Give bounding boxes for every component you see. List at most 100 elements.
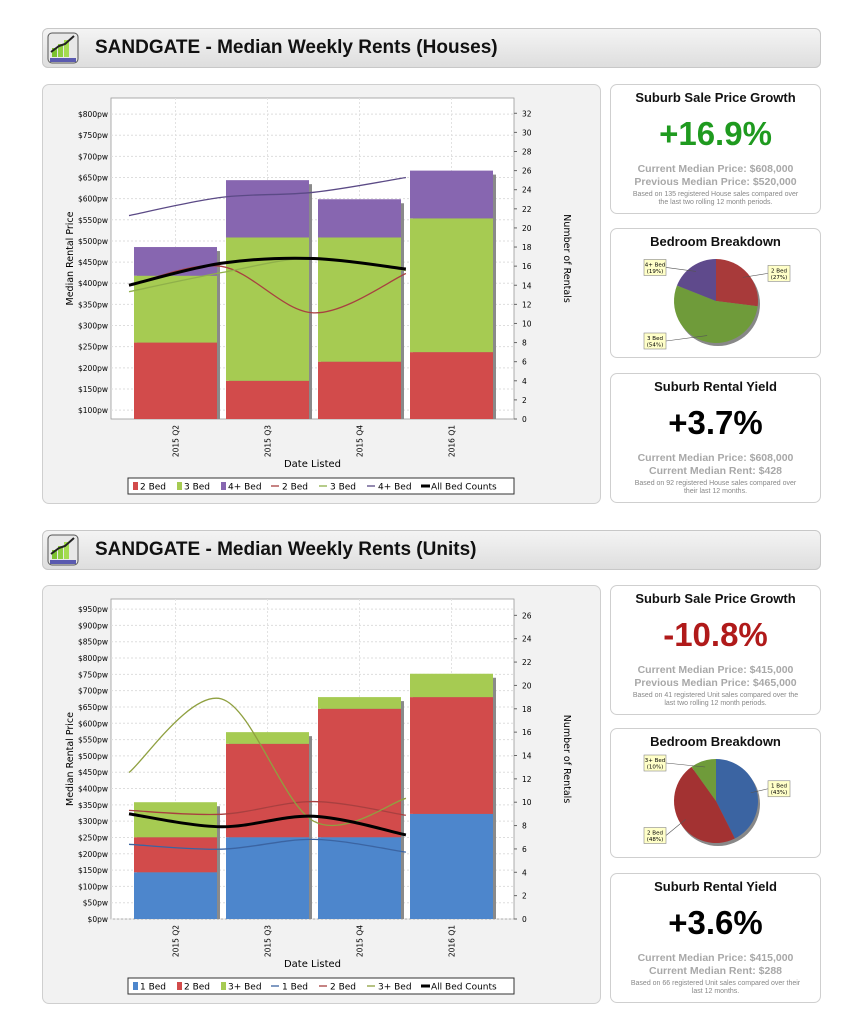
left-tick-label: $250pw <box>78 343 108 352</box>
x-tick-label: 2015 Q3 <box>264 925 273 957</box>
right-tick-label: 20 <box>522 681 532 690</box>
y-axis-title: Median Rental Price <box>65 712 76 806</box>
y-axis-title: Median Rental Price <box>65 211 76 305</box>
card-title: Suburb Sale Price Growth <box>635 90 796 105</box>
pie-label: 1 Bed <box>771 784 787 790</box>
bar-chart-icon <box>47 32 79 64</box>
rental-yield-card: Suburb Rental Yield +3.7% Current Median… <box>610 373 821 503</box>
current-median-price: Current Median Price: $608,000 <box>637 163 794 175</box>
pie-label-pct: (19%) <box>647 269 664 275</box>
left-tick-label: $650pw <box>78 703 108 712</box>
pie-label-box <box>767 265 791 282</box>
pie-label-pct: (43%) <box>771 790 788 796</box>
legend-swatch <box>221 482 226 490</box>
line-2-bed-median-price <box>128 800 406 816</box>
legend-label: 4+ Bed <box>378 483 412 493</box>
pie-label-box <box>643 332 667 350</box>
previous-median-price: Previous Median Price: $520,000 <box>634 176 797 188</box>
right-tick-label: 6 <box>522 845 527 854</box>
left-tick-label: $250pw <box>78 833 108 842</box>
y2-axis-title: Number of Rentals <box>561 214 572 303</box>
pie-label-pct: (27%) <box>771 275 788 281</box>
pie-label-box <box>767 780 791 798</box>
left-tick-label: $450pw <box>78 258 108 267</box>
right-tick-label: 18 <box>522 243 532 252</box>
line-3-bed-median-price <box>128 697 407 827</box>
left-tick-label: $700pw <box>78 687 108 696</box>
left-tick-label: $600pw <box>78 195 108 204</box>
bar-1-bed-2015-q4 <box>318 837 401 919</box>
left-tick-label: $400pw <box>78 279 108 288</box>
card-title: Bedroom Breakdown <box>650 234 781 249</box>
bar-3-bed-2015-q2 <box>134 802 217 838</box>
bar-4-bed-2016-q1 <box>410 170 493 219</box>
right-tick-label: 6 <box>522 358 527 367</box>
left-tick-label: $750pw <box>78 131 108 140</box>
bedroom-breakdown-card: Bedroom Breakdown 1 Bed (43%) 2 Bed (48%) 3+… <box>610 728 821 858</box>
bar-2-bed-2015-q2 <box>134 837 217 873</box>
growth-note: Based on 135 registered House sales comp… <box>632 191 799 206</box>
chart-panel-houses: $100pw $150pw $200pw $250pw $300pw $350pw $400… <box>42 84 601 504</box>
left-tick-label: $0pw <box>88 915 108 924</box>
legend-label: 2 Bed <box>330 983 356 993</box>
left-tick-label: $550pw <box>78 736 108 745</box>
left-tick-label: $800pw <box>78 654 108 663</box>
left-tick-label: $350pw <box>78 300 108 309</box>
section-title: SANDGATE - Median Weekly Rents (Houses) <box>95 37 498 58</box>
bedroom-pie-chart: 2 Bed(27%) 3 Bed(54%) 4+ Bed(19%) <box>643 259 791 350</box>
x-tick-label: 2016 Q1 <box>448 425 457 457</box>
right-tick-label: 2 <box>522 396 527 405</box>
current-median-rent: Current Median Rent: $288 <box>648 965 783 977</box>
y2-axis-title: Number of Rentals <box>561 715 572 804</box>
right-tick-label: 24 <box>522 635 532 644</box>
bar-2-bed-2015-q4 <box>318 708 401 838</box>
x-tick-label: 2015 Q4 <box>356 425 365 457</box>
yield-value: +3.7% <box>668 404 763 441</box>
left-tick-label: $300pw <box>78 817 108 826</box>
bar-1-bed-2015-q3 <box>226 837 309 919</box>
right-tick-label: 8 <box>522 339 527 348</box>
pie-label-box <box>643 827 667 844</box>
rental-yield-card: Suburb Rental Yield +3.6% Current Median… <box>610 873 821 1003</box>
right-tick-label: 4 <box>522 868 527 877</box>
right-tick-label: 16 <box>522 262 532 271</box>
bar-3-bed-2015-q2 <box>134 275 217 343</box>
line-2-bed-median-price <box>128 265 407 314</box>
left-tick-label: $200pw <box>78 850 108 859</box>
pie-slice-4-bed <box>676 259 716 301</box>
pie-slice-3-bed <box>691 759 716 801</box>
chart-legend: 1 Bed 2 Bed 3+ Bed 1 Bed 2 Bed 3+ Bed All Bed … <box>127 977 515 995</box>
x-tick-label: 2015 Q2 <box>172 925 181 957</box>
pie-label: 4+ Bed <box>645 262 666 268</box>
pie-label-box <box>643 754 667 772</box>
left-tick-label: $850pw <box>78 638 108 647</box>
pie-slice-2-bed <box>716 259 758 307</box>
bar-2-bed-2015-q4 <box>318 361 401 419</box>
legend-label: 3+ Bed <box>228 983 262 993</box>
bar-2-bed-2016-q1 <box>410 352 493 419</box>
right-tick-label: 2 <box>522 892 527 901</box>
pie-label-leader <box>665 819 686 836</box>
right-tick-label: 30 <box>522 128 532 137</box>
left-tick-label: $450pw <box>78 768 108 777</box>
bar-1-bed-2015-q2 <box>134 872 217 919</box>
right-tick-label: 10 <box>522 319 532 328</box>
legend-label: 1 Bed <box>140 983 166 993</box>
pie-label: 2 Bed <box>771 268 787 274</box>
left-tick-label: $150pw <box>78 385 108 394</box>
right-tick-label: 26 <box>522 167 532 176</box>
current-median-rent: Current Median Rent: $428 <box>648 465 783 477</box>
pie-label-leader <box>665 762 706 768</box>
pie-label: 2 Bed <box>647 830 663 836</box>
right-tick-label: 32 <box>522 109 532 118</box>
card-title: Suburb Sale Price Growth <box>635 591 796 606</box>
right-tick-label: 16 <box>522 728 532 737</box>
left-tick-label: $750pw <box>78 670 108 679</box>
right-tick-label: 28 <box>522 148 532 157</box>
growth-value: +16.9% <box>659 115 772 152</box>
legend-label: 2 Bed <box>140 483 166 493</box>
chart-legend: 2 Bed 3 Bed 4+ Bed 2 Bed 3 Bed 4+ Bed All Bed … <box>127 477 515 495</box>
pie-label-leader <box>665 335 708 342</box>
left-tick-label: $900pw <box>78 621 108 630</box>
rent-chart-houses: $100pw $150pw $200pw $250pw $300pw $350pw $400… <box>65 97 572 495</box>
